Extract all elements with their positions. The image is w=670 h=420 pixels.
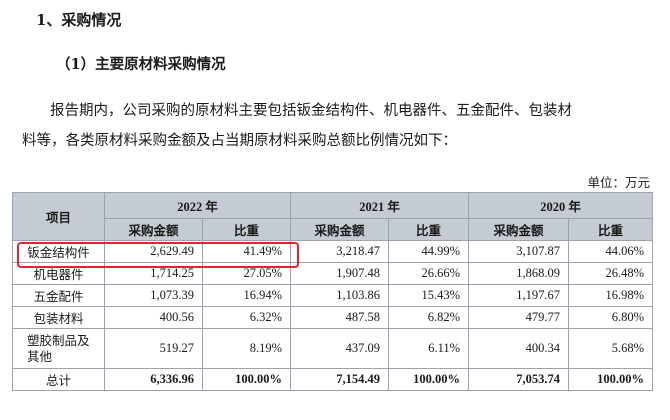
table-row: 钣金结构件 2,629.49 41.49% 3,218.47 44.99% 3,…	[12, 240, 654, 263]
table-row: 机电器件 1,714.25 27.05% 1,907.48 26.66% 1,8…	[12, 262, 654, 285]
ratio-cell: 27.05%	[201, 262, 292, 285]
ratio-cell: 16.98%	[568, 284, 654, 307]
amount-header: 采购金额	[468, 218, 570, 241]
ratio-cell: 16.94%	[201, 284, 292, 307]
ratio-cell: 5.68%	[568, 328, 654, 369]
row-label: 钣金结构件	[12, 240, 105, 263]
purchase-table: 项目 2022 年 2021 年 2020 年 采购金额 比重 采购金额 比重 …	[12, 192, 654, 391]
row-label: 机电器件	[12, 262, 105, 285]
amount-cell: 519.27	[104, 328, 203, 369]
ratio-header: 比重	[201, 218, 292, 241]
amount-cell: 1,714.25	[104, 262, 203, 285]
row-label: 总计	[12, 368, 105, 391]
amount-cell: 1,868.09	[468, 262, 570, 285]
row-label: 五金配件	[12, 284, 105, 307]
amount-cell: 1,103.86	[290, 284, 390, 307]
paragraph-line-1: 报告期内，公司采购的原材料主要包括钣金结构件、机电器件、五金配件、包装材	[50, 103, 572, 119]
amount-cell: 1,907.48	[290, 262, 390, 285]
amount-cell: 487.58	[290, 306, 390, 329]
ratio-cell: 44.06%	[568, 240, 654, 263]
amount-cell: 7,154.49	[290, 368, 390, 391]
year-header-2021: 2021 年	[290, 192, 470, 219]
year-header-2022: 2022 年	[103, 192, 292, 219]
table-row: 五金配件 1,073.39 16.94% 1,103.86 15.43% 1,1…	[12, 284, 654, 307]
amount-cell: 400.34	[468, 328, 570, 369]
ratio-cell: 41.49%	[201, 240, 292, 263]
amount-cell: 437.09	[290, 328, 390, 369]
section-heading: 1、采购情况	[36, 11, 122, 29]
row-label: 包装材料	[12, 306, 105, 329]
amount-cell: 6,336.96	[104, 368, 203, 391]
ratio-cell: 44.99%	[388, 240, 470, 263]
unit-label: 单位：万元	[587, 175, 650, 190]
ratio-cell: 6.80%	[568, 306, 654, 329]
amount-cell: 479.77	[468, 306, 570, 329]
ratio-cell: 100.00%	[201, 368, 292, 391]
ratio-cell: 100.00%	[388, 368, 470, 391]
ratio-cell: 6.82%	[388, 306, 470, 329]
amount-cell: 7,053.74	[468, 368, 570, 391]
ratio-cell: 26.66%	[388, 262, 470, 285]
ratio-cell: 26.48%	[568, 262, 654, 285]
item-header: 项目	[12, 192, 105, 241]
amount-cell: 3,218.47	[290, 240, 390, 263]
amount-cell: 1,197.67	[468, 284, 570, 307]
total-row: 总计 6,336.96 100.00% 7,154.49 100.00% 7,0…	[12, 368, 654, 391]
amount-cell: 2,629.49	[104, 240, 203, 263]
ratio-cell: 8.19%	[201, 328, 292, 369]
ratio-cell: 15.43%	[388, 284, 470, 307]
amount-header: 采购金额	[104, 218, 203, 241]
amount-cell: 400.56	[104, 306, 203, 329]
subsection-heading: （1）主要原材料采购情况	[56, 56, 226, 73]
amount-cell: 1,073.39	[104, 284, 203, 307]
year-header-2020: 2020 年	[468, 192, 654, 219]
table-row: 塑胶制品及其他 519.27 8.19% 437.09 6.11% 400.34…	[12, 328, 654, 369]
amount-cell: 3,107.87	[468, 240, 570, 263]
ratio-header: 比重	[388, 218, 470, 241]
intro-paragraph: 报告期内，公司采购的原材料主要包括钣金结构件、机电器件、五金配件、包装材 料等，…	[22, 96, 662, 156]
row-label: 塑胶制品及其他	[12, 328, 105, 369]
ratio-cell: 6.32%	[201, 306, 292, 329]
ratio-header: 比重	[568, 218, 654, 241]
amount-header: 采购金额	[290, 218, 390, 241]
ratio-cell: 100.00%	[568, 368, 654, 391]
table-row: 包装材料 400.56 6.32% 487.58 6.82% 479.77 6.…	[12, 306, 654, 329]
paragraph-line-2: 料等，各类原材料采购金额及占当期原材料采购总额比例情况如下：	[22, 133, 457, 149]
ratio-cell: 6.11%	[388, 328, 470, 369]
